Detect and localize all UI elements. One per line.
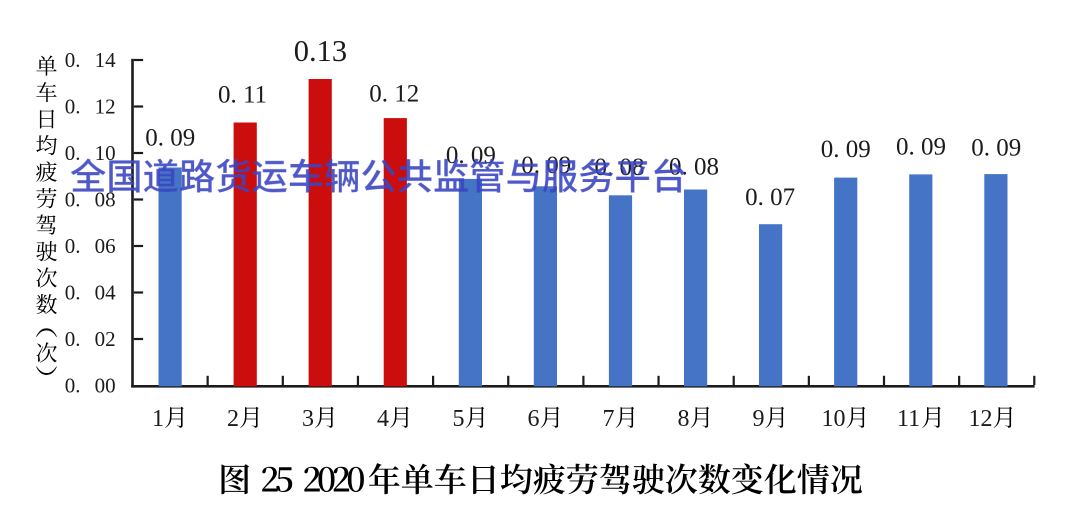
svg-text:7: 7 [603, 406, 615, 432]
svg-text:10: 10 [822, 406, 846, 432]
svg-text:00: 00 [95, 374, 116, 398]
svg-text:0. 11: 0. 11 [218, 82, 267, 109]
svg-text:4: 4 [377, 406, 389, 432]
svg-text:0. 12: 0. 12 [369, 81, 419, 108]
svg-text:8: 8 [678, 406, 690, 432]
svg-text:0. 09: 0. 09 [971, 135, 1021, 162]
svg-text:06: 06 [95, 234, 116, 258]
svg-text:0.: 0. [65, 188, 81, 212]
svg-text:0.13: 0.13 [294, 34, 347, 68]
svg-text:0. 09: 0. 09 [821, 136, 871, 163]
svg-text:6: 6 [528, 406, 540, 432]
svg-text:12: 12 [969, 406, 993, 432]
svg-text:0.: 0. [65, 281, 81, 305]
svg-text:02: 02 [95, 327, 116, 351]
svg-text:3: 3 [302, 406, 314, 432]
svg-text:08: 08 [95, 188, 116, 212]
svg-text:5: 5 [453, 406, 465, 432]
svg-text:10: 10 [95, 141, 116, 165]
svg-text:2: 2 [227, 406, 239, 432]
svg-text:12: 12 [95, 95, 116, 119]
svg-text:0. 09: 0. 09 [896, 134, 946, 161]
svg-text:9: 9 [753, 406, 765, 432]
svg-text:0. 09: 0. 09 [145, 125, 195, 152]
svg-text:0. 07: 0. 07 [745, 184, 795, 211]
svg-text:0.: 0. [65, 234, 81, 258]
svg-text:1: 1 [152, 406, 164, 432]
svg-text:04: 04 [95, 281, 117, 305]
svg-text:0.: 0. [65, 327, 81, 351]
svg-text:0.: 0. [65, 48, 81, 72]
svg-text:0.: 0. [65, 374, 81, 398]
svg-text:0.: 0. [65, 95, 81, 119]
svg-text:0.: 0. [65, 141, 81, 165]
svg-text:11: 11 [897, 406, 920, 432]
svg-text:14: 14 [95, 48, 117, 72]
